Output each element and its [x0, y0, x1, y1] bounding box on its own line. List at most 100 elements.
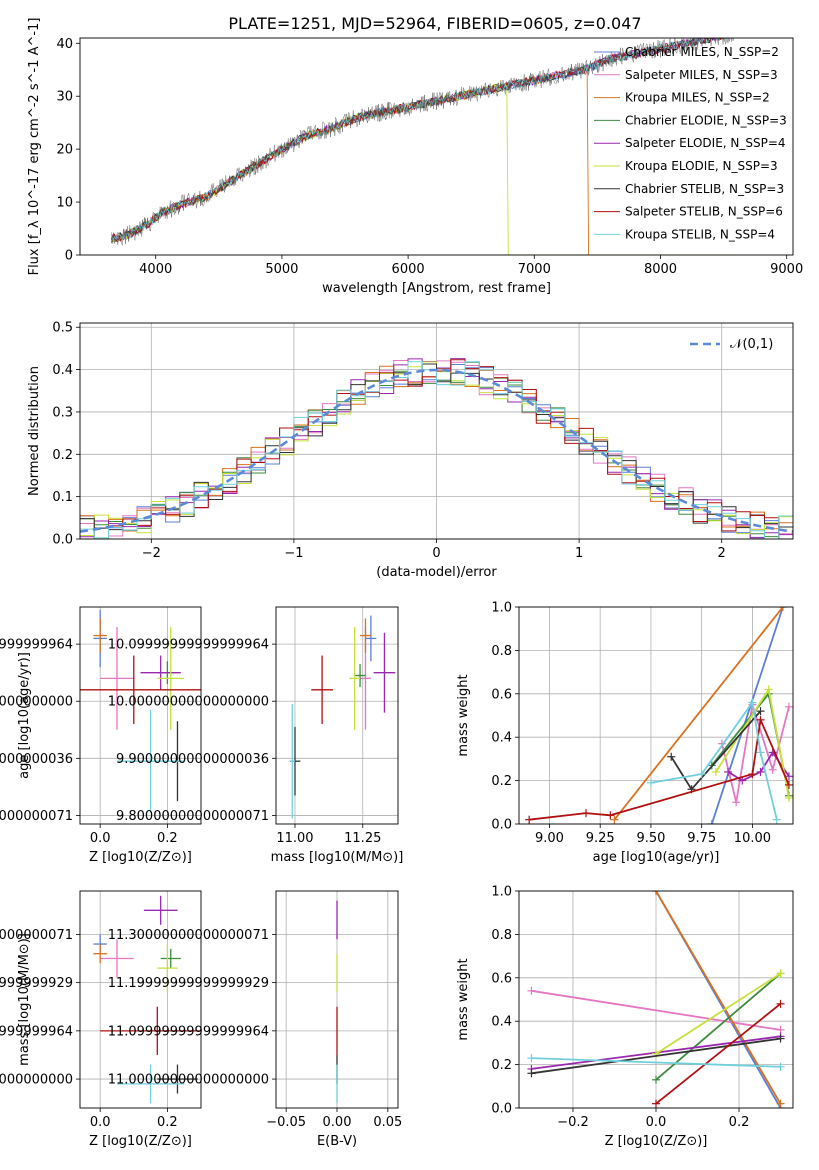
legend-entry: Kroupa ELODIE, N_SSP=3 [625, 159, 778, 173]
y-tick-label: 30 [56, 90, 73, 105]
weight-line [710, 607, 784, 824]
y-tick-label: 10 [56, 196, 73, 211]
x-tick-label: 0.2 [157, 831, 178, 846]
age-weight-plot-area [525, 607, 793, 824]
weight-line [528, 716, 790, 821]
normal-reference-curve [80, 368, 793, 533]
y-axis-label: Flux [f_λ 10^-17 erg cm^-2 s^-1 A^-1] [27, 18, 42, 276]
panel-z-age: 0.0 0.2 9.80000000000000071 9.9000000000000… [0, 606, 202, 865]
x-axis-label: Z [log10(Z/Z⊙)] [89, 850, 192, 865]
weight-line [531, 1057, 781, 1068]
observed-spectrum-line [111, 38, 734, 246]
panel-z-weight: −0.2 0.0 0.2 0.0 0.2 0.4 0.6 0.8 1.0 Z [log10(Z/Z… [456, 885, 794, 1149]
y-tick-label: 0.2 [491, 774, 512, 789]
x-axis-label: mass [log10(M/M⊙)] [271, 850, 404, 865]
x-tick-label: 5000 [265, 262, 298, 277]
x-axis-label: Z [log10(Z/Z⊙)] [89, 1134, 192, 1149]
y-tick-label: 0.5 [52, 321, 73, 336]
x-axis-label: (data-model)/error [376, 565, 497, 580]
panel-z-mass: 0.0 0.2 11.00000000000000000 11.09999999999… [0, 890, 202, 1149]
x-axis-label: E(B-V) [317, 1134, 357, 1149]
figure-title: PLATE=1251, MJD=52964, FIBERID=0605, z=0… [228, 14, 641, 33]
x-tick-label: 4000 [139, 262, 172, 277]
y-tick-label: 0.8 [491, 928, 512, 943]
z-age-plot-area [80, 609, 201, 813]
y-tick-label: 9.90000000000000036 [0, 752, 73, 767]
x-tick-label: 9.75 [687, 831, 716, 846]
y-tick-label: 0.6 [491, 971, 512, 986]
y-tick-label: 0.4 [491, 731, 512, 746]
mass-age-plot-area [289, 615, 396, 819]
legend-entry: Chabrier STELIB, N_SSP=3 [625, 182, 784, 196]
axes-frame [79, 606, 202, 825]
x-tick-label: 9000 [770, 262, 803, 277]
histogram-steps [80, 361, 793, 539]
y-tick-label: 0.4 [52, 363, 73, 378]
legend-entry: Chabrier ELODIE, N_SSP=3 [625, 113, 787, 127]
x-tick-label: −1 [284, 546, 303, 561]
x-tick-label: 0.00 [323, 1115, 352, 1130]
legend-entry: Salpeter ELODIE, N_SSP=4 [625, 136, 786, 150]
legend-entry: Salpeter STELIB, N_SSP=6 [625, 205, 783, 219]
x-tick-label: 2 [718, 546, 726, 561]
x-tick-label: 11.00 [276, 831, 313, 846]
y-tick-label: 9.80000000000000071 [0, 809, 73, 824]
y-tick-label: 10.00000000000000000 [0, 695, 73, 710]
weight-line [655, 1003, 782, 1105]
panel-age-weight: 9.00 9.25 9.50 9.75 10.00 0.0 0.2 0.4 0.6 0.8 1.0 a… [456, 601, 794, 865]
legend-entry: Chabrier MILES, N_SSP=2 [625, 45, 779, 59]
y-tick-label: 0.0 [52, 533, 73, 548]
x-tick-label: 1 [575, 546, 583, 561]
x-axis-label: wavelength [Angstrom, rest frame] [322, 281, 551, 296]
y-tick-label: 9.90000000000000036 [116, 752, 269, 767]
y-tick-label: 11.19999999999999929 [0, 976, 73, 991]
x-tick-label: 10.00 [734, 831, 771, 846]
y-tick-label: 0.2 [52, 448, 73, 463]
y-tick-label: 0.8 [491, 644, 512, 659]
y-tick-label: 10.09999999999999964 [108, 638, 269, 653]
weight-line [613, 607, 784, 821]
y-tick-label: 11.30000000000000071 [0, 928, 73, 943]
y-tick-label: 11.09999999999999964 [0, 1024, 73, 1039]
y-axis-label: Normed distribution [27, 366, 42, 496]
x-tick-label: −0.05 [266, 1115, 306, 1130]
weight-line [531, 1037, 781, 1075]
weight-line [655, 891, 782, 1105]
axes-frame [518, 890, 794, 1109]
legend-entry: Kroupa MILES, N_SSP=2 [625, 91, 770, 105]
z-mass-plot-area [93, 895, 201, 1104]
y-tick-label: 0.2 [491, 1058, 512, 1073]
y-tick-label: 0 [65, 249, 73, 264]
x-tick-label: 7000 [518, 262, 551, 277]
y-tick-label: 0.4 [491, 1015, 512, 1030]
y-tick-label: 11.19999999999999929 [108, 976, 269, 991]
y-tick-label: 10.00000000000000000 [108, 695, 269, 710]
y-tick-label: 0.0 [491, 1102, 512, 1117]
x-tick-label: 0.2 [157, 1115, 178, 1130]
y-tick-label: 0.1 [52, 490, 73, 505]
weight-line [655, 972, 782, 1081]
x-tick-label: 9.25 [586, 831, 615, 846]
weight-line [655, 972, 781, 1055]
y-tick-label: 11.09999999999999964 [108, 1024, 269, 1039]
y-tick-label: 0.3 [52, 405, 73, 420]
panel-mass-age: 11.00 11.25 9.80000000000000071 9.900000000… [108, 606, 404, 865]
axes-frame [79, 322, 794, 540]
legend: Chabrier MILES, N_SSP=2 Salpeter MILES, N… [594, 45, 787, 241]
x-axis-label: age [log10(age/yr)] [593, 850, 720, 865]
y-tick-label: 20 [56, 143, 73, 158]
x-tick-label: −0.2 [557, 1115, 589, 1130]
z-weight-plot-area [527, 891, 785, 1108]
x-tick-label: 11.25 [344, 831, 381, 846]
x-tick-label: 0.0 [90, 831, 111, 846]
x-tick-label: 6000 [392, 262, 425, 277]
x-axis-label: Z [log10(Z/Z⊙)] [605, 1134, 708, 1149]
legend-entry: 𝒩(0,1) [730, 337, 773, 352]
y-axis-label: mass [log10(M/M⊙)] [17, 933, 32, 1066]
spectrum-plot-area [111, 38, 736, 255]
y-tick-label: 10.09999999999999964 [0, 638, 73, 653]
legend-entry: Kroupa STELIB, N_SSP=4 [625, 227, 775, 241]
axes-frame [275, 890, 399, 1109]
axes-frame [275, 606, 399, 825]
